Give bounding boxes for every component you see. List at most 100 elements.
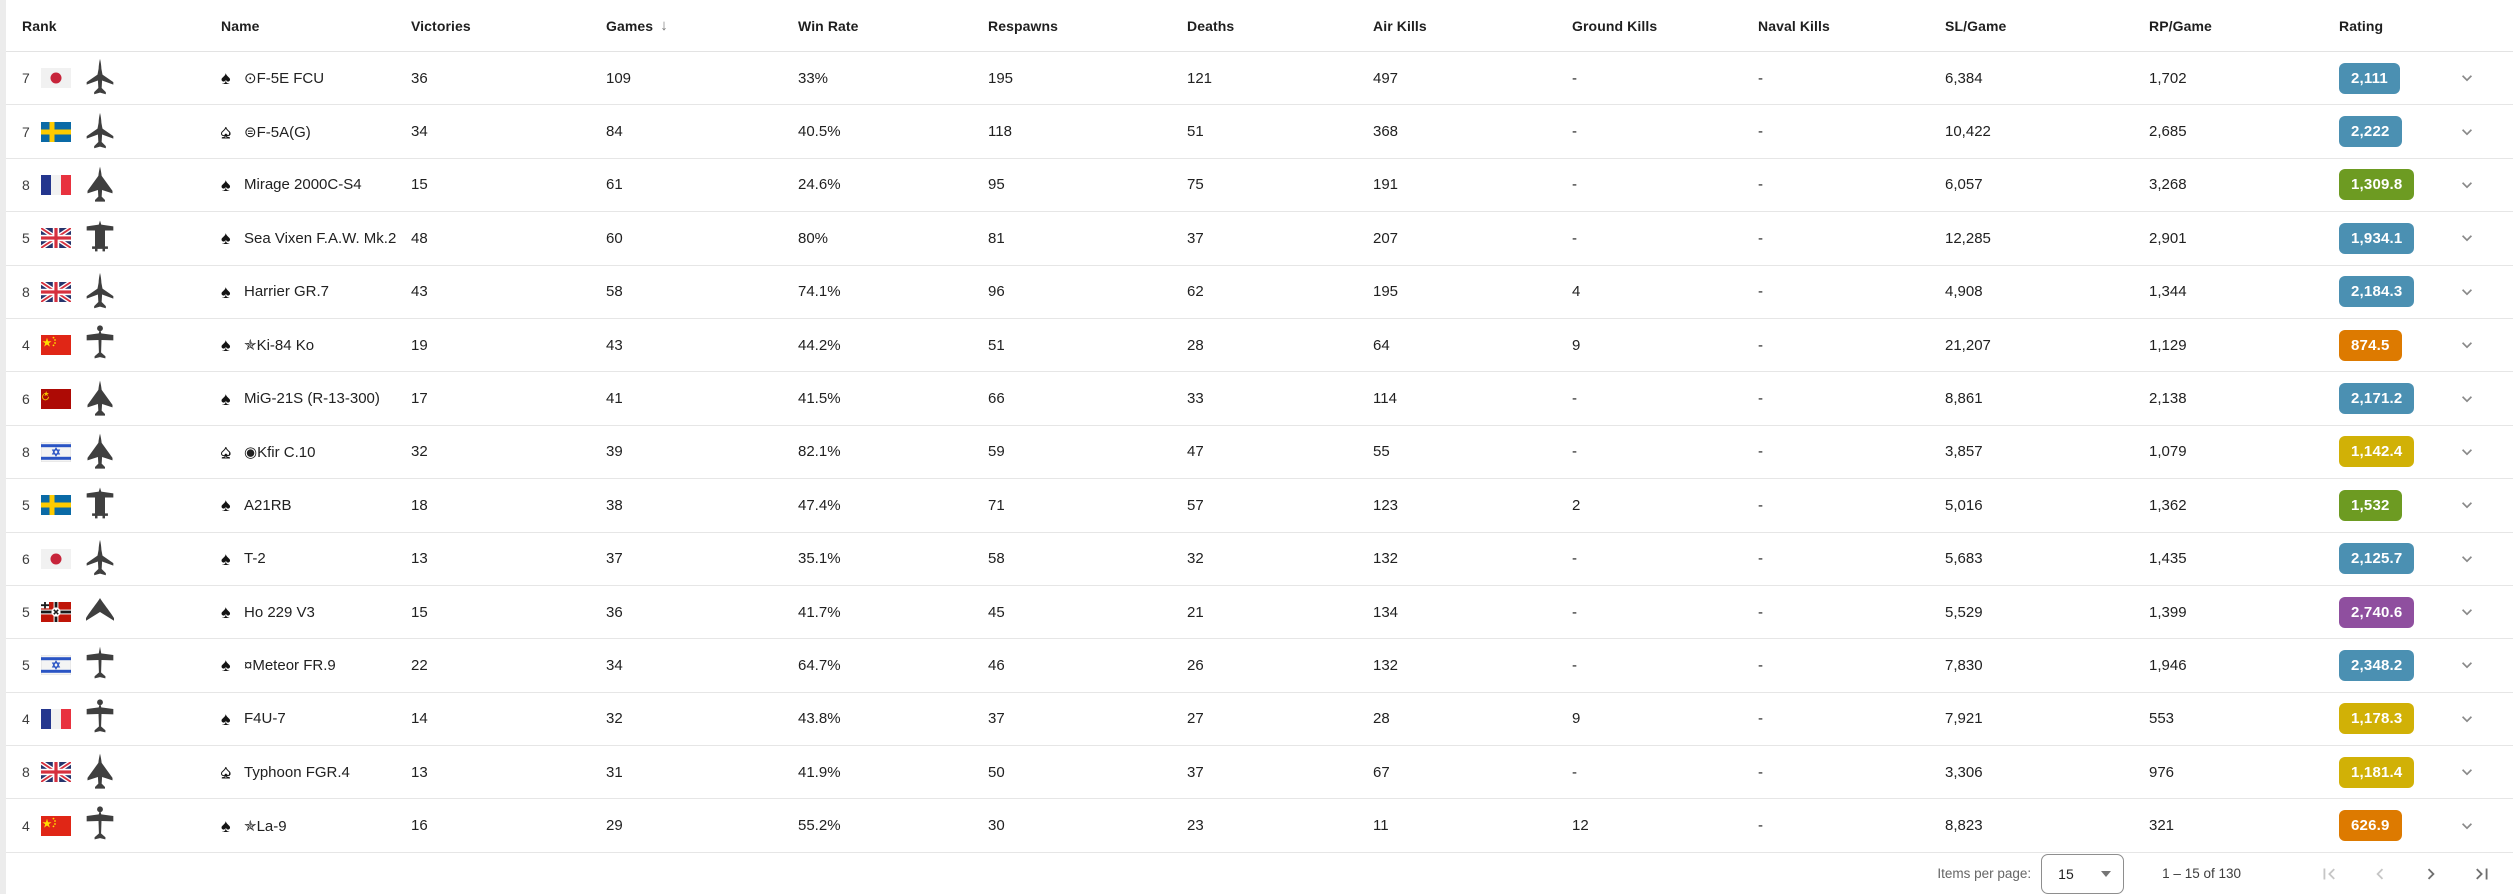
vehicle-name-text: A21RB bbox=[244, 496, 292, 514]
cell-rating: 874.5 bbox=[2339, 329, 2426, 361]
cell-expand bbox=[2426, 655, 2513, 675]
table-row[interactable]: 7 ♠ ⊙F-5E FCU 36 109 33% 195 121 497 - -… bbox=[6, 52, 2513, 106]
table-row[interactable]: 8 ♠ Mirage 2000C-S4 15 61 24.6% 95 75 19… bbox=[6, 158, 2513, 213]
header-rating[interactable]: Rating bbox=[2339, 17, 2384, 34]
cell-games: 43 bbox=[606, 336, 623, 354]
header-games[interactable]: Games ↓ bbox=[606, 17, 798, 34]
table-row[interactable]: 4 ♠ ✯Ki-84 Ko 19 43 44.2% 51 28 64 9 - 2… bbox=[6, 318, 2513, 373]
cell-sl-game: 12,285 bbox=[1945, 229, 1991, 247]
vehicle-name: T-2 bbox=[244, 550, 266, 567]
cell-expand bbox=[2426, 762, 2513, 782]
vehicle-name-text: La-9 bbox=[256, 817, 287, 835]
cell-naval-kills: - bbox=[1758, 69, 1763, 87]
first-page-button[interactable] bbox=[2318, 863, 2340, 885]
flag-icon-sweden bbox=[41, 121, 71, 142]
table-row[interactable]: 6 ♠ T-2 13 37 35.1% 58 32 132 - - 5,683 … bbox=[6, 532, 2513, 586]
header-victories[interactable]: Victories bbox=[411, 17, 471, 34]
cell-sl-game: 8,861 bbox=[1945, 390, 1983, 408]
chevron-down-icon[interactable] bbox=[2457, 655, 2477, 675]
cell-win-rate: 24.6% bbox=[798, 176, 841, 194]
chevron-down-icon[interactable] bbox=[2457, 816, 2477, 836]
cell-rp-game: 1,129 bbox=[2149, 336, 2187, 354]
header-games-label: Games bbox=[606, 17, 654, 34]
header-ground-kills[interactable]: Ground Kills bbox=[1572, 17, 1658, 34]
cell-naval-kills: - bbox=[1758, 710, 1763, 728]
cell-rating: 1,178.3 bbox=[2339, 703, 2426, 735]
header-deaths[interactable]: Deaths bbox=[1187, 17, 1235, 34]
header-rp-game[interactable]: RP/Game bbox=[2149, 17, 2212, 34]
chevron-down-icon[interactable] bbox=[2457, 228, 2477, 248]
chevron-down-icon[interactable] bbox=[2457, 175, 2477, 195]
table-row[interactable]: 5 ♠ ¤Meteor FR.9 22 34 64.7% 46 26 132 -… bbox=[6, 639, 2513, 693]
table-row[interactable]: 6 ♠ MiG-21S (R-13-300) 17 41 41.5% 66 33… bbox=[6, 372, 2513, 426]
table-row[interactable]: 5 ♠ Sea Vixen F.A.W. Mk.2 48 60 80% 81 3… bbox=[6, 212, 2513, 266]
cell-games: 29 bbox=[606, 817, 623, 835]
table-row[interactable]: 8 ♠ Harrier GR.7 43 58 74.1% 96 62 195 4… bbox=[6, 265, 2513, 319]
sort-desc-icon: ↓ bbox=[660, 17, 668, 34]
vehicle-name: Mirage 2000C-S4 bbox=[244, 176, 362, 193]
rank-number: 7 bbox=[22, 123, 30, 140]
chevron-down-icon[interactable] bbox=[2457, 335, 2477, 355]
cell-win-rate: 41.9% bbox=[798, 763, 841, 781]
header-sl-game[interactable]: SL/Game bbox=[1945, 17, 2007, 34]
table-row[interactable]: 4 ♠ F4U-7 14 32 43.8% 37 27 28 9 - 7,921… bbox=[6, 692, 2513, 747]
cell-games: 84 bbox=[606, 123, 623, 141]
cell-air-kills: 28 bbox=[1373, 710, 1390, 728]
cell-rp-game: 2,138 bbox=[2149, 390, 2187, 408]
header-win-rate[interactable]: Win Rate bbox=[798, 17, 859, 34]
items-per-page-select[interactable]: 15 bbox=[2041, 853, 2125, 894]
chevron-down-icon[interactable] bbox=[2457, 549, 2477, 569]
table-row[interactable]: 4 ♠ ✯La-9 16 29 55.2% 30 23 11 12 - 8,82… bbox=[6, 799, 2513, 853]
table-row[interactable]: 5 ♠ Ho 229 V3 15 36 41.7% 45 21 134 - - … bbox=[6, 585, 2513, 640]
cell-expand bbox=[2426, 549, 2513, 569]
chevron-down-icon[interactable] bbox=[2457, 389, 2477, 409]
cell-plane bbox=[72, 55, 128, 101]
cell-games: 60 bbox=[606, 229, 623, 247]
chevron-down-icon[interactable] bbox=[2457, 762, 2477, 782]
header-rank[interactable]: Rank bbox=[22, 17, 57, 34]
chevron-down-icon[interactable] bbox=[2457, 709, 2477, 729]
cell-air-kills: 132 bbox=[1373, 550, 1399, 568]
spade-icon: ♠ bbox=[221, 442, 238, 461]
cell-victories: 14 bbox=[411, 710, 428, 728]
table-row[interactable]: 8 ♠ ◉Kfir C.10 32 39 82.1% 59 47 55 - - … bbox=[6, 425, 2513, 480]
spade-icon: ♠ bbox=[221, 68, 231, 89]
cell-win-rate: 43.8% bbox=[798, 710, 841, 728]
rating-badge: 626.9 bbox=[2339, 810, 2402, 842]
cell-expand bbox=[2426, 282, 2513, 302]
table-row[interactable]: 5 ♠ A21RB 18 38 47.4% 71 57 123 2 - 5,01… bbox=[6, 479, 2513, 533]
header-respawns[interactable]: Respawns bbox=[988, 17, 1059, 34]
rank-number: 4 bbox=[22, 710, 30, 727]
vehicle-name-text: F4U-7 bbox=[244, 710, 286, 728]
chevron-down-icon[interactable] bbox=[2457, 68, 2477, 88]
cell-air-kills: 67 bbox=[1373, 763, 1390, 781]
cell-rating: 1,309.8 bbox=[2339, 169, 2426, 201]
vehicle-name: ¤Meteor FR.9 bbox=[244, 657, 336, 674]
previous-page-button[interactable] bbox=[2369, 863, 2391, 885]
header-air-kills[interactable]: Air Kills bbox=[1373, 17, 1427, 34]
chevron-down-icon[interactable] bbox=[2457, 495, 2477, 515]
vehicle-name: ⊜F-5A(G) bbox=[244, 123, 311, 141]
rank-number: 8 bbox=[22, 764, 30, 781]
next-page-button[interactable] bbox=[2420, 863, 2442, 885]
header-naval-kills[interactable]: Naval Kills bbox=[1758, 17, 1830, 34]
cell-win-rate: 33% bbox=[798, 69, 829, 87]
last-page-button[interactable] bbox=[2471, 863, 2493, 885]
flag-icon-japan bbox=[41, 68, 71, 89]
plane-icon-jet bbox=[83, 109, 117, 155]
cell-plane bbox=[72, 589, 128, 635]
cell-rank: 6 bbox=[6, 388, 72, 409]
chevron-down-icon[interactable] bbox=[2457, 602, 2477, 622]
chevron-down-icon[interactable] bbox=[2457, 122, 2477, 142]
chevron-down-icon[interactable] bbox=[2457, 282, 2477, 302]
chevron-down-icon[interactable] bbox=[2457, 442, 2477, 462]
table-row[interactable]: 7 ♠ ⊜F-5A(G) 34 84 40.5% 118 51 368 - - … bbox=[6, 105, 2513, 159]
cell-air-kills: 55 bbox=[1373, 443, 1390, 461]
table-row[interactable]: 8 ♠ Typhoon FGR.4 13 31 41.9% 50 37 67 -… bbox=[6, 746, 2513, 800]
cell-plane bbox=[72, 109, 128, 155]
rank-number: 5 bbox=[22, 230, 30, 247]
header-name[interactable]: Name bbox=[221, 17, 260, 34]
cell-respawns: 51 bbox=[988, 336, 1005, 354]
cell-ground-kills: 9 bbox=[1572, 336, 1581, 354]
rank-number: 8 bbox=[22, 283, 30, 300]
